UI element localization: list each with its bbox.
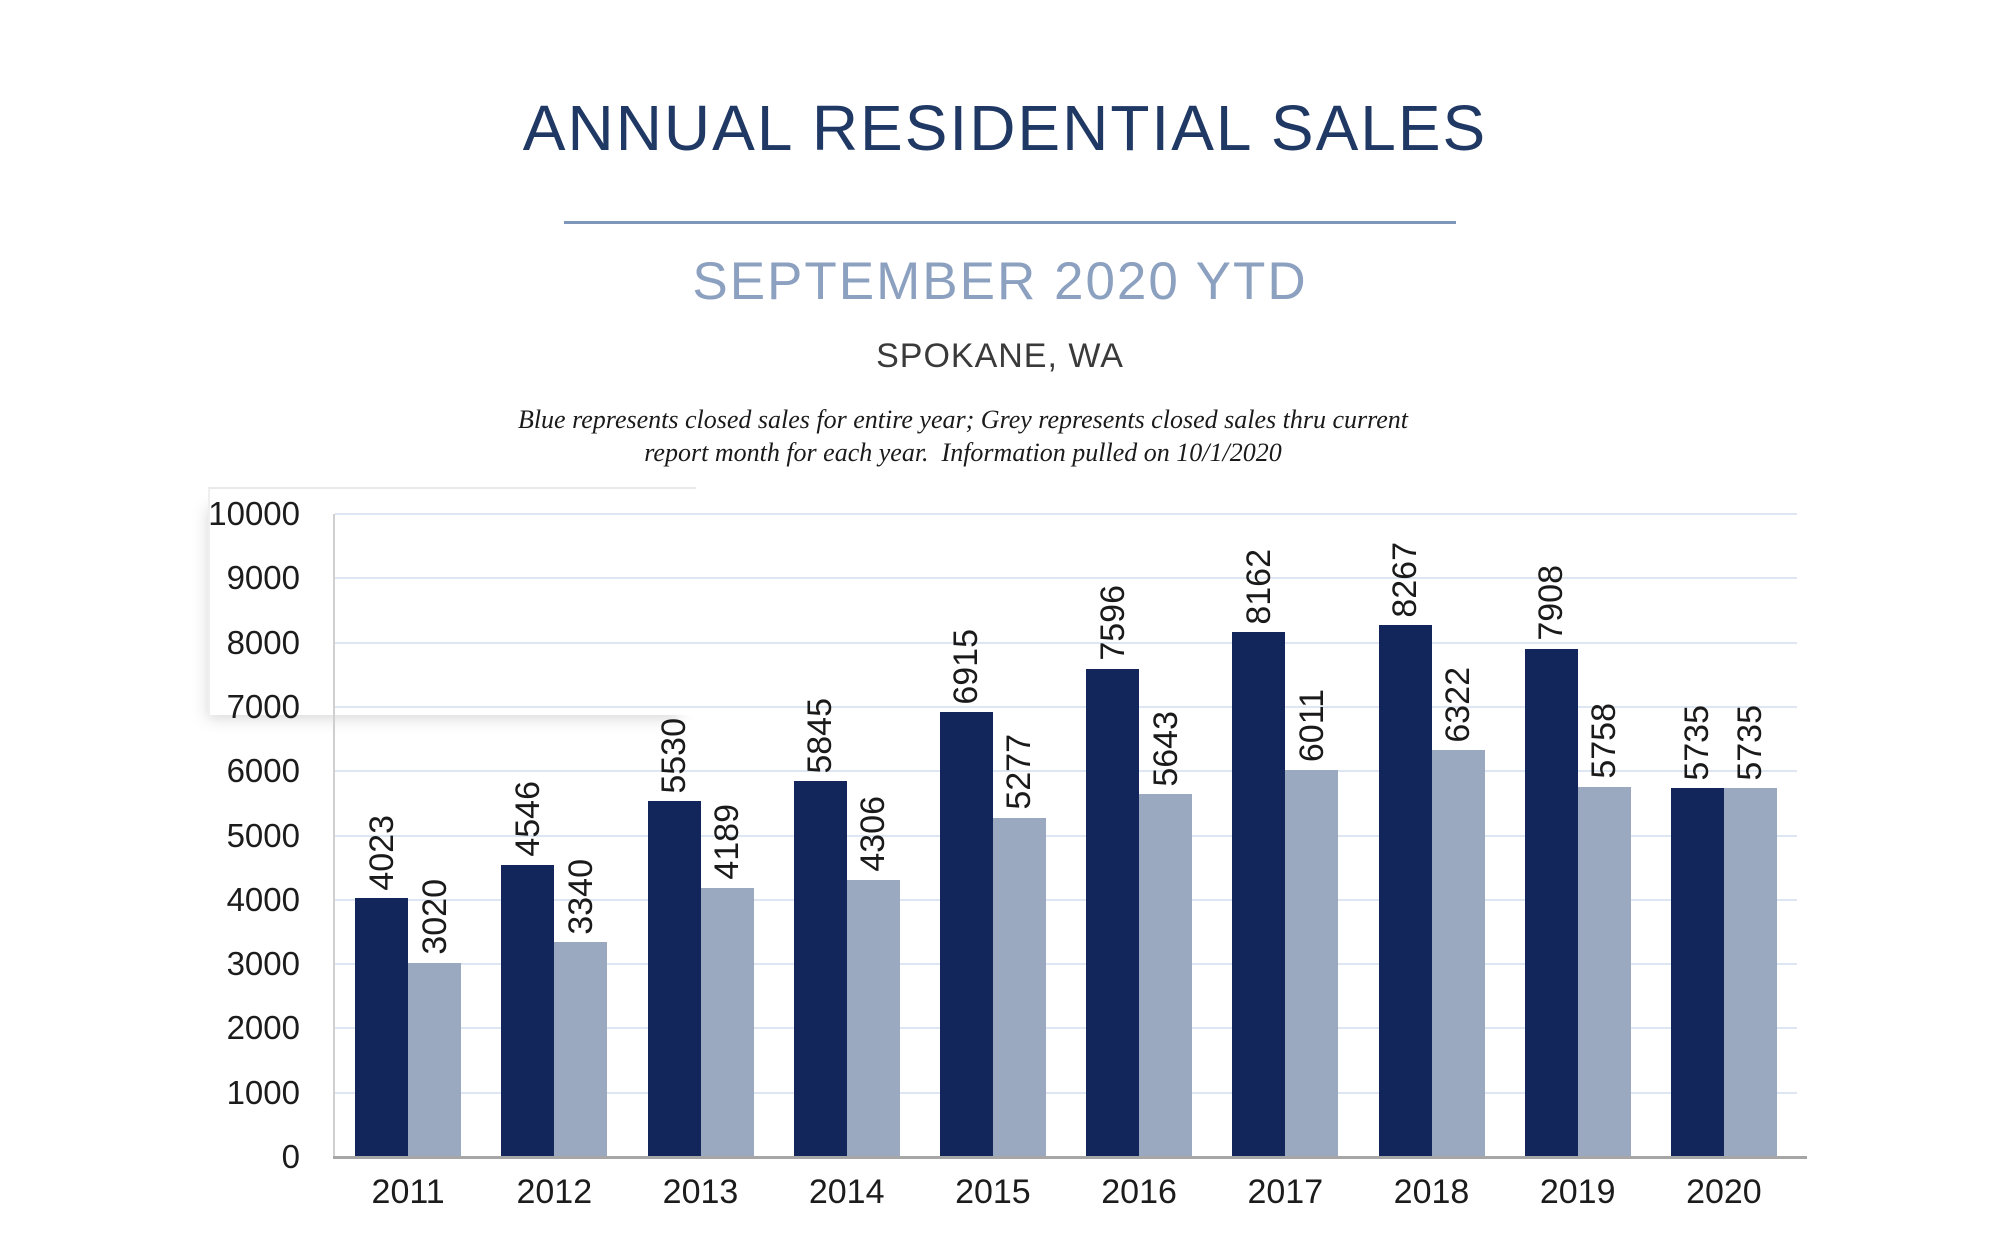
gridline-7000	[335, 705, 1797, 708]
bar-full-year-2012	[501, 864, 555, 1157]
value-label-ytd-2015: 5277	[1000, 734, 1039, 810]
gridline-10000	[335, 513, 1797, 515]
gridline-9000	[335, 577, 1797, 580]
y-axis-tick-4000: 4000	[226, 880, 300, 918]
value-label-full-year-2011: 4023	[362, 814, 401, 891]
x-axis-tick-2014: 2014	[808, 1173, 885, 1211]
page-title: ANNUAL RESIDENTIAL SALES	[522, 92, 1488, 164]
x-axis-tick-2018: 2018	[1393, 1173, 1470, 1211]
gridline-4000	[335, 898, 1797, 901]
x-axis-line	[333, 1156, 1807, 1159]
bar-ytd-2018	[1431, 750, 1485, 1157]
bar-full-year-2019	[1524, 648, 1578, 1157]
bar-ytd-2013	[700, 887, 754, 1157]
value-label-ytd-2014: 4306	[854, 796, 893, 873]
value-label-ytd-2018: 6322	[1439, 666, 1477, 743]
value-label-full-year-2015: 6915	[947, 628, 986, 705]
bar-ytd-2019	[1577, 786, 1631, 1157]
value-label-ytd-2017: 6011	[1292, 689, 1331, 763]
value-label-full-year-2014: 5845	[801, 697, 840, 774]
value-label-ytd-2013: 4189	[708, 804, 746, 880]
bar-ytd-2011	[408, 962, 462, 1157]
y-axis-tick-5000: 5000	[226, 816, 300, 854]
legend-note-line2: report month for each year. Information …	[644, 438, 1282, 467]
y-axis-tick-10000: 10000	[208, 495, 300, 532]
value-label-full-year-2020: 5735	[1678, 704, 1717, 781]
bar-ytd-2012	[554, 942, 608, 1157]
x-axis-tick-2015: 2015	[955, 1173, 1031, 1211]
y-axis-line	[333, 514, 335, 1157]
value-label-ytd-2011: 3020	[415, 879, 454, 955]
bar-full-year-2016	[1086, 668, 1140, 1157]
bar-ytd-2016	[1139, 794, 1193, 1157]
y-axis-tick-6000: 6000	[226, 752, 300, 790]
value-label-full-year-2012: 4546	[508, 781, 547, 857]
value-label-ytd-2019: 5758	[1585, 703, 1624, 779]
y-axis-tick-0: 0	[281, 1138, 300, 1175]
x-axis-tick-2016: 2016	[1101, 1173, 1177, 1211]
y-axis-tick-8000: 8000	[226, 623, 300, 661]
gridline-1000	[335, 1091, 1797, 1094]
gridline-3000	[335, 963, 1797, 966]
bar-full-year-2013	[647, 801, 701, 1157]
x-axis-tick-2011: 2011	[371, 1173, 445, 1211]
x-axis-tick-2019: 2019	[1539, 1173, 1616, 1211]
legend-note-line1: Blue represents closed sales for entire …	[517, 405, 1409, 434]
gridline-6000	[335, 770, 1797, 773]
y-axis-tick-1000: 1000	[226, 1073, 300, 1111]
value-label-full-year-2013: 5530	[655, 717, 693, 794]
bar-full-year-2011	[355, 898, 409, 1157]
bar-ytd-2020	[1723, 788, 1777, 1157]
report-location: SPOKANE, WA	[876, 337, 1124, 375]
x-axis-tick-2012: 2012	[516, 1173, 593, 1211]
bar-ytd-2015	[992, 817, 1046, 1157]
bar-full-year-2018	[1378, 625, 1432, 1157]
x-axis-tick-2013: 2013	[662, 1173, 739, 1211]
bar-full-year-2017	[1232, 632, 1286, 1157]
y-axis-tick-9000: 9000	[226, 559, 300, 597]
x-axis-tick-2020: 2020	[1686, 1173, 1762, 1211]
legend-note: Blue represents closed sales for entire …	[0, 403, 1926, 469]
value-label-ytd-2020: 5735	[1731, 704, 1770, 781]
bar-ytd-2014	[846, 880, 900, 1157]
bar-full-year-2015	[939, 712, 993, 1157]
value-label-ytd-2016: 5643	[1146, 710, 1185, 787]
x-axis-tick-2017: 2017	[1247, 1173, 1324, 1211]
report-period-subtitle: SEPTEMBER 2020 YTD	[692, 252, 1308, 311]
gridline-5000	[335, 834, 1797, 837]
gridline-8000	[335, 641, 1797, 644]
bar-full-year-2014	[793, 781, 847, 1157]
value-label-full-year-2019: 7908	[1532, 564, 1571, 641]
bar-full-year-2020	[1670, 788, 1724, 1157]
gridline-2000	[335, 1027, 1797, 1030]
y-axis-tick-7000: 7000	[226, 687, 300, 725]
value-label-full-year-2018: 8267	[1386, 541, 1424, 618]
title-underline-rule	[564, 221, 1456, 224]
y-axis-tick-3000: 3000	[226, 945, 300, 983]
value-label-ytd-2012: 3340	[561, 858, 600, 935]
y-axis-tick-2000: 2000	[226, 1009, 300, 1047]
value-label-full-year-2016: 7596	[1093, 584, 1132, 661]
value-label-full-year-2017: 8162	[1239, 548, 1278, 625]
bar-ytd-2017	[1285, 770, 1339, 1157]
